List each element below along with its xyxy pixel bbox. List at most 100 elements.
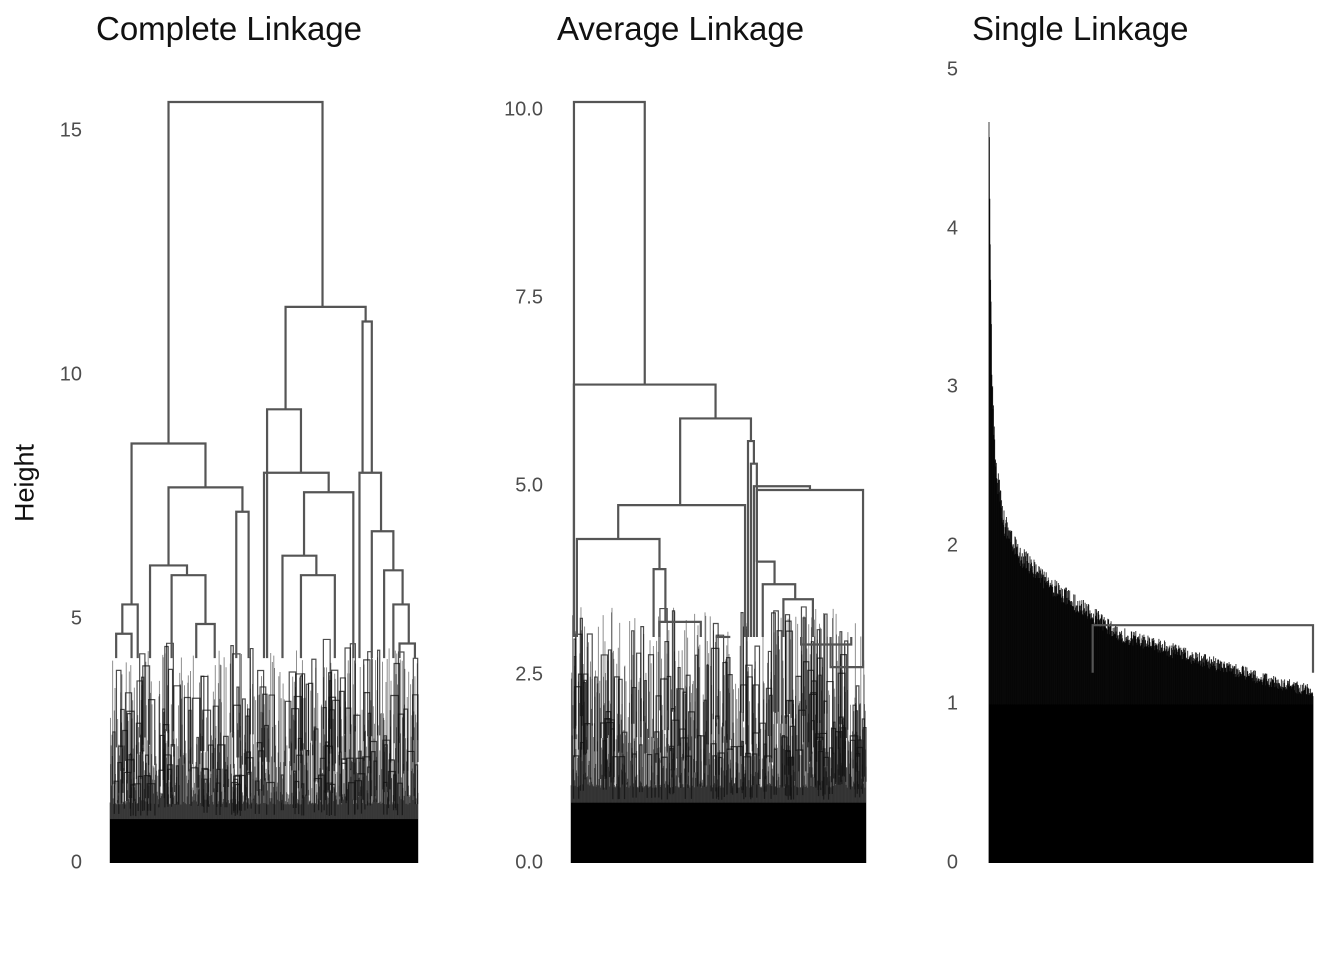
branch-bracket bbox=[776, 630, 783, 724]
branch-bracket bbox=[706, 664, 709, 745]
branch-bracket bbox=[572, 755, 580, 799]
branch-bracket bbox=[654, 731, 660, 785]
branch-bracket bbox=[632, 753, 637, 798]
y-tick-label: 15 bbox=[59, 119, 82, 142]
branch-bracket bbox=[773, 748, 777, 795]
branch-bracket bbox=[573, 686, 582, 758]
branch-bracket bbox=[167, 668, 174, 747]
merge-bracket bbox=[617, 504, 747, 637]
branch-bracket bbox=[166, 642, 174, 732]
branch-bracket bbox=[677, 666, 681, 746]
branch-bracket bbox=[141, 676, 145, 752]
branch-bracket bbox=[837, 672, 846, 750]
dendrogram-average bbox=[570, 100, 867, 863]
branch-bracket bbox=[388, 759, 395, 802]
branch-bracket bbox=[147, 775, 152, 811]
branch-bracket bbox=[299, 675, 303, 751]
branch-bracket bbox=[203, 778, 208, 813]
merge-bracket bbox=[752, 485, 812, 637]
branch-bracket bbox=[802, 661, 810, 743]
branch-bracket bbox=[639, 744, 643, 793]
branch-bracket bbox=[345, 707, 352, 771]
branch-bracket bbox=[726, 748, 734, 795]
y-tick-label: 0.0 bbox=[515, 851, 543, 874]
dendrogram-single bbox=[988, 122, 1315, 863]
merge-bracket bbox=[572, 383, 717, 637]
merge-bracket bbox=[755, 488, 865, 637]
branch-bracket bbox=[703, 699, 707, 766]
branch-bracket bbox=[700, 735, 705, 787]
branch-bracket bbox=[754, 645, 761, 733]
branch-bracket bbox=[338, 690, 345, 761]
merge-bracket bbox=[361, 320, 373, 473]
chart-title-average: Average Linkage bbox=[557, 10, 805, 47]
branch-bracket bbox=[376, 649, 381, 736]
y-tick-label: 2.5 bbox=[515, 663, 543, 686]
branch-bracket bbox=[301, 783, 305, 816]
branch-bracket bbox=[236, 686, 240, 758]
merge-bracket bbox=[572, 100, 646, 637]
branch-bracket bbox=[200, 675, 205, 751]
branch-bracket bbox=[230, 645, 234, 733]
chart-title-complete: Complete Linkage bbox=[96, 10, 362, 47]
branch-bracket bbox=[202, 709, 212, 772]
branch-bracket bbox=[832, 721, 836, 779]
merge-bracket bbox=[302, 491, 355, 659]
branch-bracket bbox=[162, 724, 170, 780]
branch-bracket bbox=[857, 739, 862, 790]
branch-bracket bbox=[393, 662, 401, 744]
branch-bracket bbox=[740, 684, 748, 757]
branch-bracket bbox=[694, 654, 698, 739]
branch-bracket bbox=[284, 700, 292, 766]
branch-bracket bbox=[583, 681, 587, 755]
branch-bracket bbox=[823, 700, 828, 766]
branch-bracket bbox=[741, 741, 745, 791]
branch-bracket bbox=[696, 735, 702, 787]
branch-bracket bbox=[671, 610, 676, 712]
y-tick-label: 0 bbox=[946, 851, 958, 874]
branch-bracket bbox=[600, 654, 609, 739]
branch-bracket bbox=[854, 752, 861, 798]
branch-bracket bbox=[318, 774, 325, 811]
branch-bracket bbox=[132, 783, 142, 816]
branch-bracket bbox=[612, 756, 619, 800]
branch-bracket bbox=[809, 693, 818, 762]
branch-bracket bbox=[357, 773, 366, 810]
branch-bracket bbox=[631, 686, 637, 758]
branch-bracket bbox=[621, 731, 628, 785]
branch-bracket bbox=[862, 726, 867, 782]
branch-bracket bbox=[744, 752, 751, 798]
branch-bracket bbox=[115, 669, 122, 748]
branch-bracket bbox=[644, 679, 647, 754]
branch-bracket bbox=[600, 722, 606, 780]
branch-bracket bbox=[397, 782, 403, 816]
branch-bracket bbox=[246, 708, 250, 771]
branch-bracket bbox=[112, 731, 116, 785]
branch-bracket bbox=[594, 676, 598, 752]
merge-bracket bbox=[1091, 624, 1315, 673]
branch-bracket bbox=[676, 688, 685, 759]
branch-bracket bbox=[383, 781, 388, 815]
branch-bracket bbox=[769, 694, 773, 763]
branch-bracket bbox=[773, 610, 779, 712]
merge-bracket bbox=[121, 603, 139, 659]
branch-bracket bbox=[828, 747, 833, 794]
branch-bracket bbox=[311, 658, 317, 741]
branch-bracket bbox=[715, 634, 725, 727]
branch-bracket bbox=[223, 735, 229, 788]
merge-bracket bbox=[746, 439, 755, 637]
branch-bracket bbox=[856, 746, 864, 794]
branch-bracket bbox=[575, 633, 583, 726]
branch-bracket bbox=[126, 713, 132, 774]
branch-bracket bbox=[369, 740, 378, 791]
branch-bracket bbox=[784, 620, 792, 718]
branch-bracket bbox=[717, 752, 725, 798]
branch-bracket bbox=[201, 767, 209, 807]
branch-bracket bbox=[631, 630, 635, 724]
branch-bracket bbox=[617, 678, 623, 753]
branch-bracket bbox=[353, 714, 361, 775]
branch-bracket bbox=[296, 754, 304, 799]
branch-bracket bbox=[294, 780, 300, 815]
